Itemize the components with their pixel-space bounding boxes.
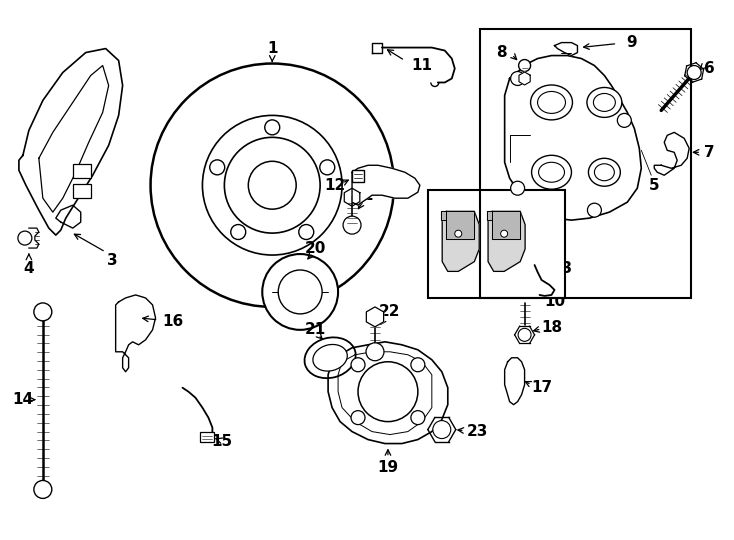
Circle shape (150, 64, 394, 307)
Text: 9: 9 (626, 35, 636, 50)
Polygon shape (505, 358, 525, 404)
Ellipse shape (531, 85, 573, 120)
Polygon shape (328, 342, 448, 443)
Text: 17: 17 (531, 380, 552, 395)
Circle shape (225, 137, 320, 233)
Text: 7: 7 (704, 145, 715, 160)
Circle shape (617, 113, 631, 127)
Text: 6: 6 (704, 61, 715, 76)
Circle shape (262, 254, 338, 330)
Ellipse shape (539, 163, 564, 182)
Ellipse shape (537, 91, 565, 113)
Text: 1: 1 (267, 41, 277, 56)
Text: 8: 8 (496, 45, 507, 60)
Text: 13: 13 (551, 260, 572, 275)
Bar (428, 190, 565, 298)
Text: 14: 14 (12, 392, 34, 407)
Polygon shape (554, 43, 578, 56)
Circle shape (511, 71, 525, 85)
Text: 4: 4 (23, 260, 34, 275)
Ellipse shape (587, 87, 622, 117)
Polygon shape (487, 211, 493, 220)
Text: 22: 22 (379, 305, 401, 319)
Polygon shape (344, 188, 360, 206)
Text: 16: 16 (162, 314, 183, 329)
Polygon shape (493, 211, 520, 239)
Polygon shape (441, 211, 446, 220)
Ellipse shape (313, 345, 347, 371)
Circle shape (210, 160, 225, 175)
Circle shape (366, 343, 384, 361)
Text: 12: 12 (324, 178, 346, 193)
Polygon shape (654, 132, 689, 176)
Ellipse shape (305, 338, 356, 378)
Text: 21: 21 (305, 322, 326, 338)
Polygon shape (442, 211, 479, 272)
Polygon shape (116, 295, 156, 372)
Circle shape (351, 358, 365, 372)
Ellipse shape (595, 164, 614, 181)
Text: 10: 10 (544, 294, 565, 309)
Ellipse shape (531, 156, 572, 189)
Polygon shape (372, 43, 382, 52)
Circle shape (278, 270, 322, 314)
Text: 5: 5 (649, 178, 660, 193)
Bar (200, 431, 214, 442)
Circle shape (411, 358, 425, 372)
Circle shape (411, 410, 425, 424)
Bar (73, 184, 91, 198)
Polygon shape (19, 49, 123, 235)
Circle shape (501, 230, 508, 237)
Circle shape (203, 116, 342, 255)
Polygon shape (488, 211, 525, 272)
Circle shape (34, 481, 52, 498)
Bar (73, 164, 91, 178)
Ellipse shape (593, 93, 615, 111)
Circle shape (299, 225, 313, 240)
Text: 15: 15 (212, 434, 233, 449)
Circle shape (351, 410, 365, 424)
Circle shape (248, 161, 297, 209)
Bar (480, 29, 691, 298)
Text: 20: 20 (305, 240, 326, 255)
Circle shape (18, 231, 32, 245)
Polygon shape (352, 165, 420, 205)
Circle shape (511, 181, 525, 195)
Circle shape (587, 203, 601, 217)
Circle shape (34, 303, 52, 321)
Text: 3: 3 (107, 253, 118, 267)
Polygon shape (29, 228, 39, 248)
Circle shape (265, 120, 280, 135)
Text: 23: 23 (467, 424, 488, 439)
Circle shape (455, 230, 462, 237)
Text: 11: 11 (411, 58, 432, 73)
Text: 19: 19 (377, 460, 399, 475)
Circle shape (230, 225, 246, 240)
Circle shape (433, 421, 451, 438)
Text: 2: 2 (363, 188, 374, 202)
Ellipse shape (589, 158, 620, 186)
Bar (352, 170, 364, 182)
Polygon shape (505, 56, 642, 220)
Polygon shape (446, 211, 474, 239)
Circle shape (519, 59, 531, 71)
Circle shape (518, 328, 531, 341)
Polygon shape (519, 72, 530, 85)
Circle shape (358, 362, 418, 422)
Circle shape (343, 216, 361, 234)
Polygon shape (366, 307, 384, 327)
Circle shape (320, 160, 335, 175)
Text: 18: 18 (541, 320, 562, 335)
Circle shape (687, 65, 701, 79)
